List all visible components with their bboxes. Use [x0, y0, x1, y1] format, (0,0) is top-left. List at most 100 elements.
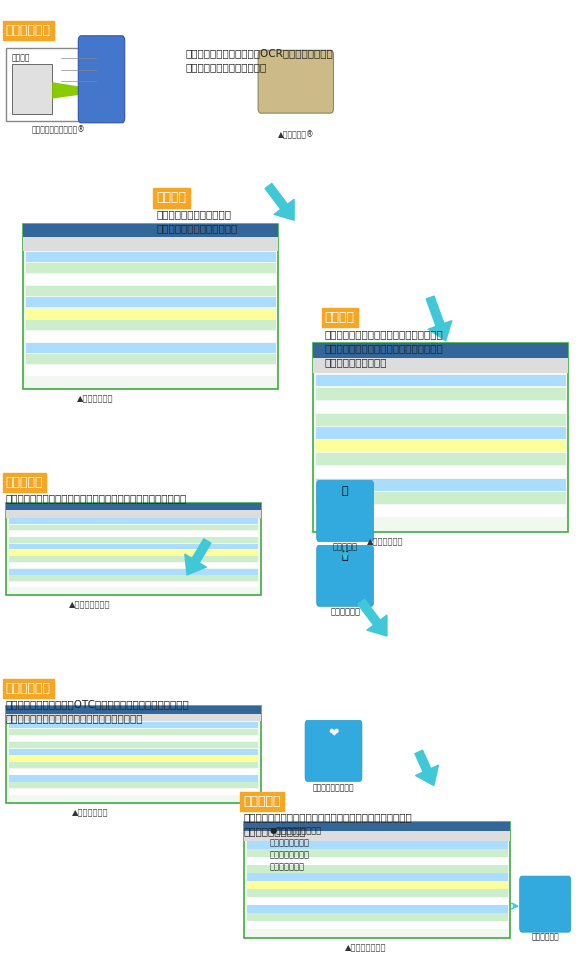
Text: 様々な処方入力にお応えできるよう、薬品
マスタの自動登録をはじめ、便利な機能を
取り揃えております。: 様々な処方入力にお応えできるよう、薬品 マスタの自動登録をはじめ、便利な機能を … — [325, 329, 444, 366]
Bar — [246, 841, 508, 848]
FancyBboxPatch shape — [313, 343, 568, 532]
Bar — [6, 714, 261, 721]
Text: 明細入力: 明細入力 — [325, 311, 355, 324]
Bar — [313, 343, 568, 359]
Bar — [9, 729, 258, 735]
Bar — [313, 359, 568, 373]
Bar — [9, 755, 258, 761]
Text: ２次元シンボルや処方せんOCR読み取りにより、
入力効率を飛躍的にアップ。: ２次元シンボルや処方せんOCR読み取りにより、 入力効率を飛躍的にアップ。 — [186, 48, 334, 73]
Bar — [316, 426, 566, 439]
FancyBboxPatch shape — [6, 48, 99, 121]
Bar — [26, 251, 276, 262]
Bar — [9, 524, 258, 530]
Bar — [26, 354, 276, 365]
Bar — [9, 518, 258, 524]
Bar — [9, 550, 258, 556]
Bar — [9, 742, 258, 748]
FancyBboxPatch shape — [6, 706, 261, 803]
Bar — [246, 890, 508, 896]
Bar — [9, 543, 258, 549]
Bar — [244, 832, 510, 840]
Bar — [246, 922, 508, 928]
Text: グラフ薬歴: グラフ薬歴 — [6, 476, 44, 488]
Bar — [9, 769, 258, 775]
Text: 処方せん入力: 処方せん入力 — [6, 24, 51, 37]
Bar — [26, 308, 276, 319]
Bar — [9, 575, 258, 581]
Bar — [316, 375, 566, 387]
Bar — [9, 776, 258, 781]
Bar — [316, 440, 566, 452]
Bar — [9, 762, 258, 768]
Text: 患者選択: 患者選択 — [157, 191, 187, 204]
FancyBboxPatch shape — [6, 503, 261, 595]
Text: 💊: 💊 — [342, 486, 349, 496]
Bar — [9, 581, 258, 587]
Bar — [9, 722, 258, 728]
Bar — [6, 706, 261, 714]
FancyBboxPatch shape — [520, 876, 571, 932]
Bar — [316, 453, 566, 465]
Bar — [9, 736, 258, 742]
Bar — [246, 905, 508, 913]
Text: ▲監査チェック: ▲監査チェック — [72, 808, 108, 817]
Text: 従来の相互作用に加え、OTC、食品、副作用重複、適用症・病
名禁忌、緊急安全性情報などもチェックします。: 従来の相互作用に加え、OTC、食品、副作用重複、適用症・病 名禁忌、緊急安全性情… — [6, 699, 190, 723]
Bar — [244, 822, 510, 832]
Bar — [246, 849, 508, 857]
Text: ２次元コードリーダー®: ２次元コードリーダー® — [32, 126, 86, 134]
Bar — [9, 531, 258, 537]
FancyBboxPatch shape — [317, 545, 374, 606]
Text: ▲スキャナー®: ▲スキャナー® — [278, 131, 315, 139]
Bar — [9, 789, 258, 795]
Bar — [246, 858, 508, 864]
Bar — [9, 556, 258, 562]
Bar — [26, 342, 276, 353]
Text: ▲グラフ薬歴画面: ▲グラフ薬歴画面 — [69, 601, 111, 609]
Text: ❤: ❤ — [328, 727, 339, 740]
Bar — [26, 275, 276, 284]
Bar — [316, 505, 566, 516]
Text: 調剤録表示: 調剤録表示 — [244, 795, 281, 807]
Text: 点数計算の結果を表示するとともに、薬袋や窓口帳票印字の
変更指示も行います。: 点数計算の結果を表示するとともに、薬袋や窓口帳票印字の 変更指示も行います。 — [244, 812, 412, 836]
Text: ▲患者選択画面: ▲患者選択画面 — [78, 395, 114, 403]
Bar — [9, 538, 258, 542]
Bar — [246, 865, 508, 872]
Bar — [316, 388, 566, 399]
Bar — [6, 503, 261, 511]
Bar — [26, 263, 276, 274]
Text: 監査チェック: 監査チェック — [6, 682, 51, 694]
Bar — [6, 511, 261, 517]
Bar — [246, 881, 508, 889]
Bar — [26, 332, 276, 341]
Text: 処方せん: 処方せん — [12, 53, 30, 62]
Bar — [26, 366, 276, 375]
Text: 相互作用チェック等: 相互作用チェック等 — [313, 783, 354, 792]
Polygon shape — [52, 82, 107, 99]
Bar — [9, 782, 258, 788]
Bar — [246, 914, 508, 921]
Bar — [316, 400, 566, 413]
Text: ▲調剤録表示画面: ▲調剤録表示画面 — [345, 944, 386, 952]
Bar — [9, 569, 258, 574]
FancyBboxPatch shape — [244, 822, 510, 938]
FancyBboxPatch shape — [317, 481, 374, 542]
Text: 薬剤服用歴: 薬剤服用歴 — [332, 542, 358, 551]
Text: ●監査チェックには、
別途オプションの
データベースが必
要となります。: ●監査チェックには、 別途オプションの データベースが必 要となります。 — [270, 827, 322, 871]
Bar — [316, 492, 566, 504]
Bar — [23, 224, 278, 238]
Text: 過去３ヶ月の薬歴をグラフ表示。服薬情報が一目でわかります。: 過去３ヶ月の薬歴をグラフ表示。服薬情報が一目でわかります。 — [6, 493, 187, 503]
FancyBboxPatch shape — [23, 224, 278, 389]
Bar — [9, 748, 258, 755]
Bar — [26, 286, 276, 296]
Text: ▲明細入力画面: ▲明細入力画面 — [368, 538, 404, 546]
FancyBboxPatch shape — [258, 50, 334, 113]
Bar — [316, 466, 566, 478]
Bar — [23, 238, 278, 250]
Text: 新患登録や別保険の登録も
あっという間に終わります。: 新患登録や別保険の登録も あっという間に終わります。 — [157, 209, 238, 233]
FancyBboxPatch shape — [78, 36, 125, 123]
Text: お薬手帳印刷: お薬手帳印刷 — [531, 932, 559, 941]
Bar — [26, 320, 276, 330]
Bar — [316, 414, 566, 425]
Bar — [246, 873, 508, 881]
Bar — [316, 479, 566, 490]
